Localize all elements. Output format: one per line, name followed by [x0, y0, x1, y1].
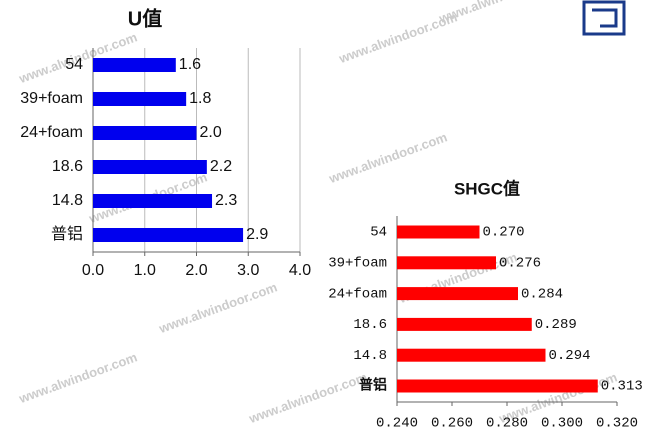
- bar: [397, 256, 496, 270]
- chart-title: SHGC值: [454, 178, 520, 198]
- x-tick-label: 1.0: [134, 262, 156, 279]
- value-label: 2.3: [215, 192, 237, 209]
- watermark: www.alwindoor.com: [16, 349, 139, 406]
- value-label: 1.8: [189, 90, 211, 107]
- chart: SHGC值 0.240 0.260 0.280 0.300 0.320 54 0.270 39+…: [328, 178, 643, 431]
- bar: [93, 194, 213, 208]
- bar: [397, 225, 480, 239]
- x-tick-label: 2.0: [185, 262, 207, 279]
- watermark: www.alwindoor.com: [246, 369, 369, 426]
- y-tick-label: 39+foam: [20, 90, 83, 107]
- bar: [397, 348, 546, 362]
- chart: U值 0.0 1.0 2.0 3.0 4.0 54 1.6 39+foam 1.8 24+foam 2…: [20, 6, 311, 279]
- bar: [93, 160, 207, 174]
- x-tick-label: 3.0: [237, 262, 259, 279]
- x-tick-label: 0.280: [486, 416, 528, 432]
- bar: [93, 126, 197, 140]
- bar: [93, 58, 176, 72]
- bar: [93, 92, 187, 106]
- y-tick-label: 54: [65, 56, 83, 73]
- bar: [397, 379, 598, 393]
- watermark: www.alwindoor.com: [326, 129, 449, 186]
- x-tick-label: 0.240: [376, 416, 418, 432]
- value-label: 0.289: [535, 317, 577, 333]
- value-label: 0.276: [499, 256, 541, 272]
- watermark: www.alwindoor.com: [156, 279, 279, 336]
- y-tick-label: 普铝: [51, 225, 83, 243]
- value-label: 0.270: [483, 225, 525, 241]
- bar: [93, 228, 244, 242]
- x-tick-label: 0.320: [596, 416, 638, 432]
- y-tick-label: 24+foam: [328, 286, 387, 302]
- value-label: 2.0: [200, 124, 222, 141]
- y-tick-label: 54: [370, 225, 387, 241]
- value-label: 2.2: [210, 158, 232, 175]
- value-label: 0.313: [601, 379, 643, 395]
- y-tick-label: 普铝: [359, 377, 387, 395]
- x-tick-label: 0.260: [431, 416, 473, 432]
- y-tick-label: 14.8: [52, 192, 83, 209]
- value-label: 0.284: [521, 286, 563, 302]
- y-tick-label: 24+foam: [20, 124, 83, 141]
- y-tick-label: 14.8: [353, 348, 387, 364]
- y-tick-label: 18.6: [52, 158, 83, 175]
- bar: [397, 317, 532, 331]
- value-label: 1.6: [179, 56, 201, 73]
- y-tick-label: 39+foam: [328, 256, 387, 272]
- x-tick-label: 0.0: [82, 262, 104, 279]
- logo: [582, 0, 626, 36]
- bar: [397, 287, 518, 301]
- x-tick-label: 4.0: [289, 262, 311, 279]
- chart-title: U值: [128, 6, 162, 30]
- value-label: 0.294: [549, 348, 591, 364]
- value-label: 2.9: [246, 226, 268, 243]
- y-tick-label: 18.6: [353, 317, 387, 333]
- x-tick-label: 0.300: [541, 416, 583, 432]
